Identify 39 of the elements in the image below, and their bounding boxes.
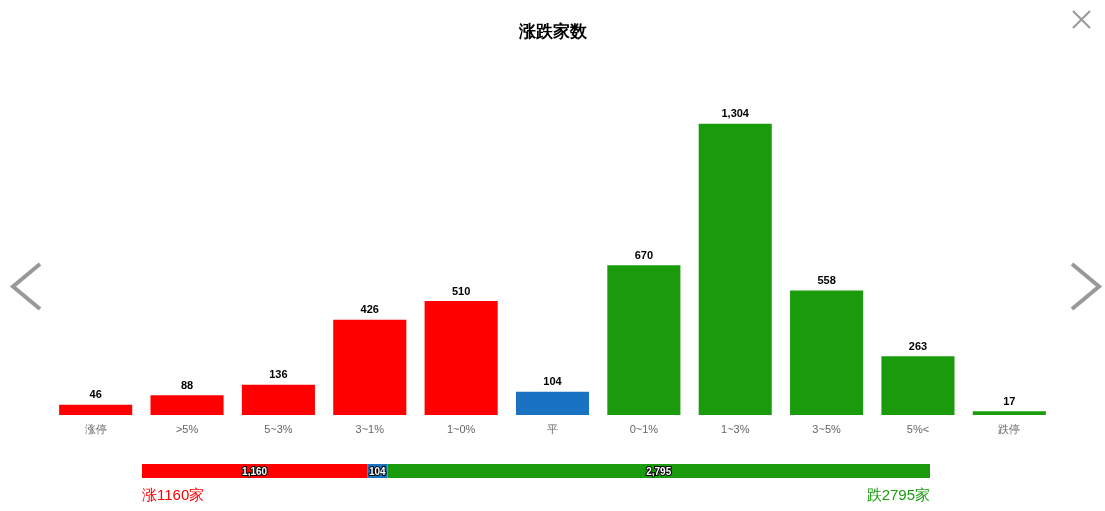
x-tick-label: 1~0%	[446, 422, 476, 435]
bar	[150, 395, 224, 415]
bar	[241, 384, 315, 415]
x-tick-label: 1~3%	[721, 422, 750, 435]
x-tick-label: 3~1%	[355, 422, 385, 435]
bar	[59, 404, 133, 415]
x-tick-label: 0~1%	[629, 422, 659, 435]
bar	[790, 290, 864, 415]
text: 跌2795家	[866, 486, 931, 503]
chart-title: 涨跌家数	[517, 22, 588, 41]
data-label: 263	[908, 339, 928, 352]
bar	[972, 411, 1046, 415]
bar	[424, 301, 498, 415]
data-label: 670	[634, 248, 654, 261]
data-label: 1,304	[721, 107, 750, 120]
bar	[515, 391, 590, 415]
data-label: 136	[269, 368, 288, 381]
x-tick-label: 5~3%	[264, 422, 293, 435]
bar	[881, 356, 955, 415]
data-label: 426	[360, 303, 379, 316]
data-label: 104	[543, 375, 563, 388]
x-tick-label: 5%<	[906, 422, 930, 435]
data-label: 1,160	[242, 465, 268, 477]
data-label: 46	[89, 388, 102, 401]
bar	[698, 123, 772, 415]
bar	[607, 265, 681, 415]
data-label: 510	[451, 284, 471, 297]
bar	[333, 319, 407, 415]
data-label: 104	[368, 465, 387, 477]
x-tick-label: 涨停	[84, 422, 107, 435]
data-label: 88	[180, 378, 194, 391]
x-tick-label: 3~5%	[812, 422, 842, 435]
x-tick-label: 跌停	[998, 422, 1021, 435]
x-tick-label: 平	[547, 422, 558, 435]
text: 涨1160家	[142, 486, 205, 503]
x-tick-label: >5%	[175, 422, 199, 435]
data-label: 558	[817, 273, 836, 286]
data-label: 2,795	[646, 465, 672, 477]
data-label: 17	[1003, 394, 1016, 407]
